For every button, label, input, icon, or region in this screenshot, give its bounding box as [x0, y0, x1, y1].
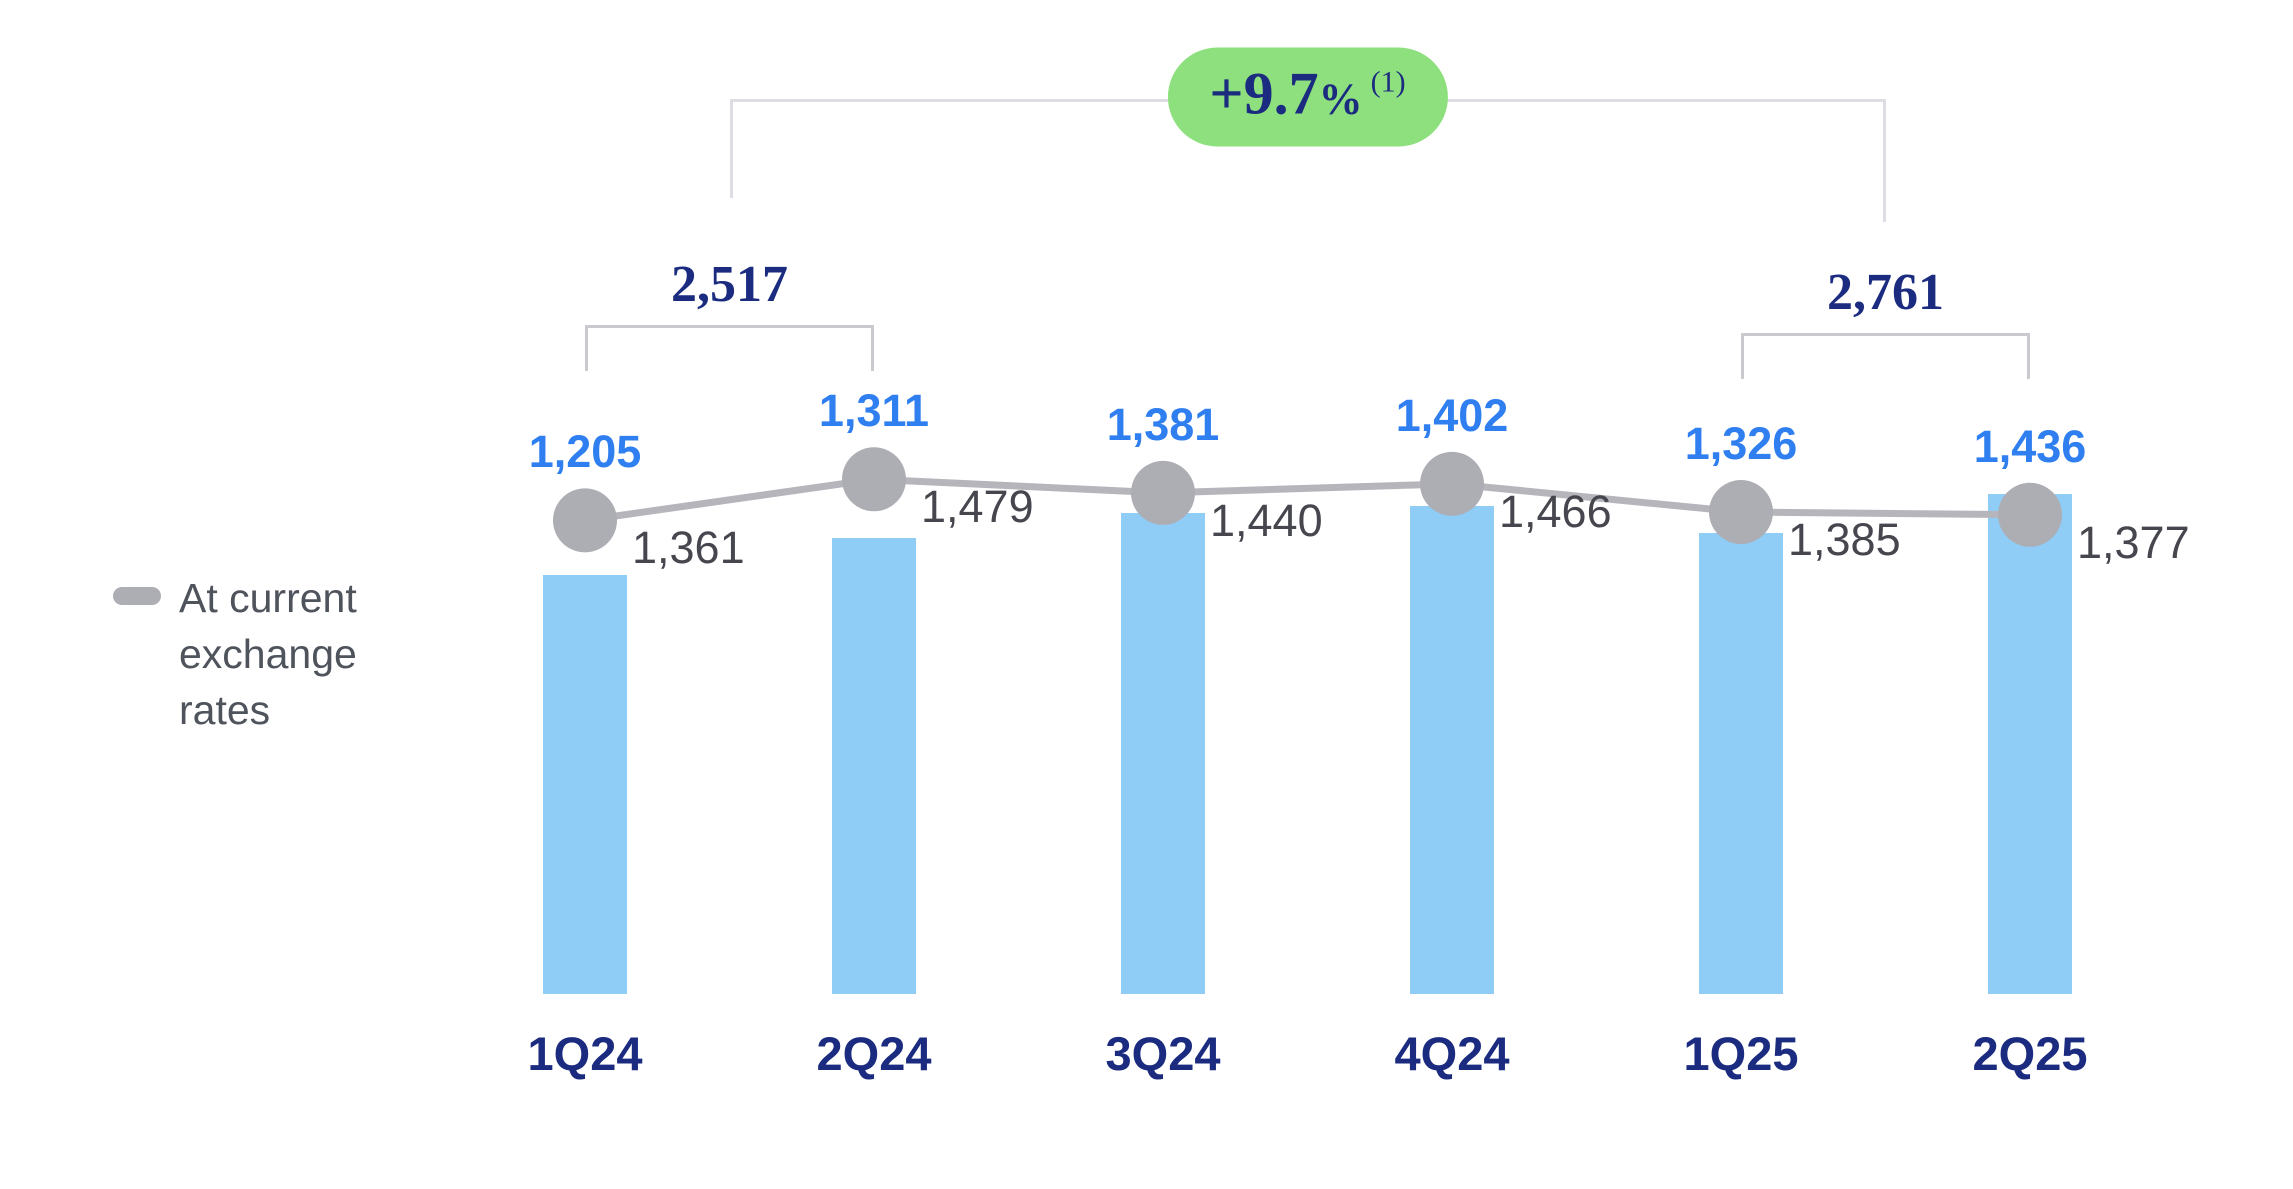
growth-badge: +9.7% (1)	[1167, 47, 1448, 147]
sum-bracket-tick	[585, 325, 588, 371]
x-axis-label-4q24: 4Q24	[1394, 1027, 1510, 1080]
legend-line-3: rates	[179, 687, 271, 733]
x-axis-label-3q24: 3Q24	[1105, 1027, 1221, 1080]
sum-bracket-tick	[871, 325, 874, 371]
bar-value-label: 1,402	[1395, 389, 1509, 441]
sum-bracket-tick	[1741, 333, 1744, 379]
bar-value-label: 1,205	[528, 426, 642, 478]
percent-sign: %	[1318, 74, 1363, 124]
growth-value: +9.7	[1209, 60, 1319, 127]
footnote-marker: (1)	[1370, 65, 1406, 99]
x-axis-label-1q25: 1Q25	[1683, 1027, 1799, 1080]
line-value-label: 1,466	[1499, 485, 1612, 537]
bar-2q24	[832, 537, 916, 994]
line-value-label: 1,479	[921, 481, 1034, 533]
bar-1q25	[1699, 532, 1783, 994]
bar-2q25	[1988, 494, 2072, 994]
bar-1q24	[543, 574, 627, 994]
sum-bracket-line	[1741, 333, 2030, 336]
growth-bracket-tick	[729, 99, 733, 198]
line-marker	[842, 447, 906, 512]
legend-line-2: exchange	[179, 631, 357, 677]
bar-value-label: 1,436	[1973, 420, 2087, 472]
line-value-label: 1,385	[1788, 514, 1901, 566]
x-axis-label-2q25: 2Q25	[1972, 1027, 2088, 1080]
x-axis-label-2q24: 2Q24	[816, 1027, 932, 1080]
legend-label: At current exchange rates	[179, 570, 357, 738]
bar-3q24	[1121, 513, 1205, 994]
line-value-label: 1,377	[2077, 516, 2190, 568]
sum-label: 2,517	[671, 256, 788, 313]
x-axis-label-1q24: 1Q24	[527, 1027, 643, 1080]
line-value-label: 1,361	[632, 522, 745, 574]
bar-value-label: 1,381	[1106, 398, 1220, 450]
sum-label: 2,761	[1827, 264, 1944, 321]
sum-bracket-line	[585, 325, 874, 328]
growth-bracket-tick	[1882, 99, 1886, 222]
bar-4q24	[1410, 506, 1494, 994]
line-value-label: 1,440	[1210, 494, 1323, 546]
line-series-swatch-icon	[113, 587, 161, 605]
bar-value-label: 1,311	[818, 385, 930, 437]
line-marker	[553, 488, 617, 553]
bar-value-label: 1,326	[1684, 418, 1798, 470]
sum-bracket-tick	[2027, 333, 2030, 379]
legend: At current exchange rates	[113, 570, 357, 738]
legend-line-1: At current	[179, 575, 357, 621]
